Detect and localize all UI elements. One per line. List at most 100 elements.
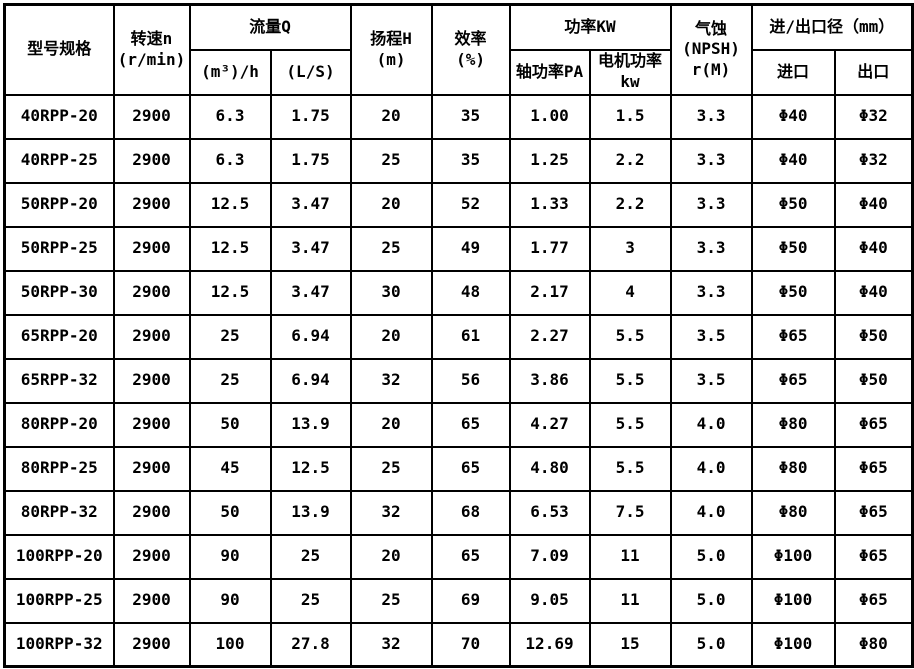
cell-outlet: Φ40	[833, 181, 914, 228]
col-header-npsh: 气蚀 (NPSH) r(M)	[669, 3, 753, 96]
cell-shaft-power: 9.05	[508, 577, 591, 624]
cell-speed: 2900	[112, 137, 191, 184]
cell-model: 50RPP-20	[3, 181, 115, 228]
table-row: 50RPP-25 2900 12.5 3.47 25 49 1.77 3 3.3 Φ50 Φ40	[3, 225, 914, 272]
table-body: 40RPP-20 2900 6.3 1.75 20 35 1.00 1.5 3.3 Φ40 Φ32 4…	[3, 93, 914, 668]
cell-head: 32	[349, 357, 433, 404]
cell-npsh: 3.5	[669, 313, 753, 360]
cell-flow-ls: 25	[269, 577, 352, 624]
table-row: 80RPP-20 2900 50 13.9 20 65 4.27 5.5 4.0 Φ80 Φ65	[3, 401, 914, 448]
col-header-speed: 转速n (r/min)	[112, 3, 191, 96]
cell-motor-power: 5.5	[588, 445, 672, 492]
cell-speed: 2900	[112, 225, 191, 272]
cell-speed: 2900	[112, 357, 191, 404]
npsh-label-line1: 气蚀	[695, 18, 728, 38]
cell-head: 20	[349, 533, 433, 580]
cell-efficiency: 48	[430, 269, 511, 316]
head-label-line2: (m)	[376, 49, 406, 69]
cell-inlet: Φ40	[750, 93, 836, 140]
cell-speed: 2900	[112, 313, 191, 360]
cell-npsh: 5.0	[669, 577, 753, 624]
cell-motor-power: 5.5	[588, 357, 672, 404]
cell-shaft-power: 7.09	[508, 533, 591, 580]
table-row: 100RPP-20 2900 90 25 20 65 7.09 11 5.0 Φ100 Φ65	[3, 533, 914, 580]
col-header-flow: 流量Q	[188, 3, 352, 51]
cell-flow-ls: 6.94	[269, 313, 352, 360]
col-header-outlet: 出口	[833, 48, 914, 96]
cell-shaft-power: 6.53	[508, 489, 591, 536]
cell-model: 80RPP-20	[3, 401, 115, 448]
cell-head: 20	[349, 181, 433, 228]
cell-efficiency: 65	[430, 401, 511, 448]
cell-speed: 2900	[112, 269, 191, 316]
cell-outlet: Φ65	[833, 489, 914, 536]
efficiency-label-line1: 效率	[454, 28, 487, 48]
cell-flow-ls: 13.9	[269, 401, 352, 448]
cell-head: 25	[349, 137, 433, 184]
table-row: 65RPP-32 2900 25 6.94 32 56 3.86 5.5 3.5 Φ65 Φ50	[3, 357, 914, 404]
cell-efficiency: 35	[430, 93, 511, 140]
table-row: 40RPP-25 2900 6.3 1.75 25 35 1.25 2.2 3.3 Φ40 Φ32	[3, 137, 914, 184]
cell-flow-m3h: 6.3	[188, 137, 272, 184]
head-label-line1: 扬程H	[370, 28, 412, 48]
cell-model: 100RPP-25	[3, 577, 115, 624]
col-header-power: 功率KW	[508, 3, 672, 51]
table-row: 100RPP-25 2900 90 25 25 69 9.05 11 5.0 Φ100 Φ65	[3, 577, 914, 624]
flow-label: 流量Q	[249, 16, 291, 36]
cell-flow-m3h: 100	[188, 621, 272, 668]
cell-model: 80RPP-32	[3, 489, 115, 536]
cell-speed: 2900	[112, 181, 191, 228]
cell-motor-power: 2.2	[588, 137, 672, 184]
cell-flow-m3h: 25	[188, 357, 272, 404]
col-header-head: 扬程H (m)	[349, 3, 433, 96]
cell-inlet: Φ100	[750, 577, 836, 624]
table-row: 100RPP-32 2900 100 27.8 32 70 12.69 15 5.0 Φ100 Φ8…	[3, 621, 914, 668]
cell-flow-ls: 12.5	[269, 445, 352, 492]
cell-inlet: Φ50	[750, 225, 836, 272]
cell-npsh: 4.0	[669, 401, 753, 448]
speed-label-line1: 转速n	[130, 28, 173, 48]
cell-outlet: Φ65	[833, 401, 914, 448]
cell-head: 32	[349, 621, 433, 668]
cell-flow-ls: 6.94	[269, 357, 352, 404]
cell-motor-power: 3	[588, 225, 672, 272]
table-row: 65RPP-20 2900 25 6.94 20 61 2.27 5.5 3.5 Φ65 Φ50	[3, 313, 914, 360]
cell-head: 20	[349, 401, 433, 448]
cell-motor-power: 5.5	[588, 313, 672, 360]
cell-npsh: 5.0	[669, 621, 753, 668]
cell-speed: 2900	[112, 621, 191, 668]
cell-flow-m3h: 25	[188, 313, 272, 360]
cell-efficiency: 65	[430, 445, 511, 492]
cell-efficiency: 70	[430, 621, 511, 668]
cell-speed: 2900	[112, 93, 191, 140]
cell-motor-power: 2.2	[588, 181, 672, 228]
cell-outlet: Φ80	[833, 621, 914, 668]
npsh-label-line2: (NPSH)	[682, 39, 740, 59]
cell-motor-power: 11	[588, 577, 672, 624]
col-header-inlet: 进口	[750, 48, 836, 96]
table-row: 50RPP-30 2900 12.5 3.47 30 48 2.17 4 3.3 Φ50 Φ40	[3, 269, 914, 316]
cell-efficiency: 65	[430, 533, 511, 580]
efficiency-label-line2: (%)	[456, 49, 485, 69]
col-header-model: 型号规格	[3, 3, 115, 96]
cell-speed: 2900	[112, 401, 191, 448]
cell-npsh: 4.0	[669, 445, 753, 492]
cell-shaft-power: 1.77	[508, 225, 591, 272]
cell-outlet: Φ65	[833, 445, 914, 492]
cell-outlet: Φ50	[833, 357, 914, 404]
table-row: 80RPP-32 2900 50 13.9 32 68 6.53 7.5 4.0 Φ80 Φ65	[3, 489, 914, 536]
cell-flow-m3h: 50	[188, 401, 272, 448]
cell-head: 25	[349, 577, 433, 624]
cell-flow-m3h: 6.3	[188, 93, 272, 140]
cell-efficiency: 68	[430, 489, 511, 536]
cell-inlet: Φ65	[750, 313, 836, 360]
cell-efficiency: 35	[430, 137, 511, 184]
table-row: 80RPP-25 2900 45 12.5 25 65 4.80 5.5 4.0 Φ80 Φ65	[3, 445, 914, 492]
cell-head: 25	[349, 445, 433, 492]
cell-flow-ls: 3.47	[269, 269, 352, 316]
cell-inlet: Φ65	[750, 357, 836, 404]
cell-npsh: 3.3	[669, 93, 753, 140]
cell-head: 30	[349, 269, 433, 316]
cell-npsh: 4.0	[669, 489, 753, 536]
